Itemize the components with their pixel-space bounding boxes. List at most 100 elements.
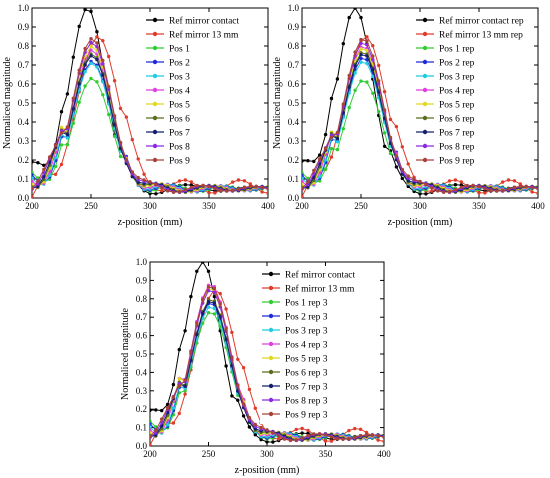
legend-background <box>144 12 264 170</box>
series-point <box>376 434 380 438</box>
series-point <box>101 93 105 97</box>
legend-label: Pos 3 rep <box>439 73 475 83</box>
legend-marker <box>268 341 274 347</box>
y-tick-label: 0.1 <box>288 174 299 184</box>
series-point <box>359 56 363 61</box>
series-point <box>59 143 64 147</box>
series-point <box>412 177 416 181</box>
legend-label: Pos 6 rep 3 <box>285 369 328 379</box>
legend-marker <box>268 355 274 361</box>
series-point <box>271 431 275 435</box>
series-point <box>230 394 234 398</box>
series-point <box>259 425 263 430</box>
y-tick-label: 0.8 <box>136 294 148 304</box>
series-point <box>118 154 123 159</box>
series-point <box>312 168 316 173</box>
y-tick-label: 0.4 <box>18 117 30 127</box>
series-point <box>136 175 140 180</box>
series-point <box>371 44 375 48</box>
series-point <box>306 180 310 184</box>
y-tick-label: 0.6 <box>18 79 30 89</box>
series-point <box>65 136 70 140</box>
x-tick-label: 200 <box>295 201 309 211</box>
series-point <box>195 183 199 188</box>
series-point <box>142 178 146 182</box>
series-point <box>171 382 176 387</box>
series-point <box>183 178 188 182</box>
series-point <box>247 416 252 420</box>
series-point <box>248 184 252 189</box>
series-point <box>53 172 58 176</box>
series-point <box>294 438 298 442</box>
x-tick-label: 300 <box>260 449 274 459</box>
legend-label: Pos 9 rep <box>439 157 475 167</box>
series-point <box>518 182 522 186</box>
series-point <box>177 377 181 381</box>
series-point <box>506 187 511 191</box>
series-point <box>302 187 304 191</box>
series-point <box>282 437 287 441</box>
series-point <box>71 55 76 59</box>
series-point <box>112 114 117 118</box>
series-point <box>247 425 252 429</box>
series-point <box>260 190 264 194</box>
series-point <box>365 61 369 66</box>
series-point <box>36 182 40 186</box>
series-point <box>495 189 499 193</box>
series-point <box>382 131 387 135</box>
series-point <box>112 79 117 83</box>
series-point <box>512 179 517 183</box>
series-point <box>160 408 164 413</box>
series-point <box>195 332 199 337</box>
series-point <box>177 411 181 416</box>
series-point <box>253 406 257 410</box>
series-point <box>77 100 81 104</box>
series-point <box>32 173 34 177</box>
legend-background <box>414 12 534 170</box>
series-point <box>124 158 129 162</box>
x-tick-label: 400 <box>531 201 545 211</box>
series-point <box>500 188 505 193</box>
series-point <box>118 106 123 111</box>
series-point <box>107 96 111 101</box>
series-point <box>506 178 511 182</box>
y-tick-label: 0.5 <box>136 349 148 359</box>
series-point <box>71 96 76 101</box>
series-point <box>253 433 257 437</box>
series-point <box>341 42 345 46</box>
series-point <box>353 426 357 431</box>
legend-label: Pos 2 rep <box>439 59 475 69</box>
series-point <box>32 176 34 180</box>
series-point <box>32 195 34 198</box>
y-tick-label: 0.3 <box>288 136 300 146</box>
series-point <box>95 35 99 39</box>
series-point <box>400 176 404 181</box>
series-point <box>530 190 534 194</box>
y-tick-label: 0.9 <box>136 275 148 285</box>
series-point <box>130 137 134 142</box>
series-point <box>365 54 369 58</box>
y-tick-label: 0.3 <box>18 136 30 146</box>
series-point <box>329 135 334 139</box>
series-point <box>154 192 158 196</box>
series-point <box>136 157 140 161</box>
series-point <box>323 158 328 162</box>
series-point <box>394 165 399 169</box>
x-tick-label: 350 <box>202 201 216 211</box>
legend-marker <box>422 45 428 51</box>
legend-marker <box>422 101 428 107</box>
series-point <box>394 124 399 129</box>
series-point <box>306 159 310 163</box>
series-point <box>130 174 134 179</box>
series-point <box>183 392 187 396</box>
series-point <box>230 356 234 360</box>
series-point <box>206 300 211 304</box>
x-axis-label: z-position (mm) <box>118 217 183 228</box>
series-point <box>329 146 334 151</box>
y-tick-label: 0.5 <box>18 98 30 108</box>
series-point <box>77 68 81 72</box>
series-point <box>358 427 363 431</box>
series-point <box>536 191 538 195</box>
series-point <box>101 80 105 84</box>
series-point <box>183 384 187 388</box>
